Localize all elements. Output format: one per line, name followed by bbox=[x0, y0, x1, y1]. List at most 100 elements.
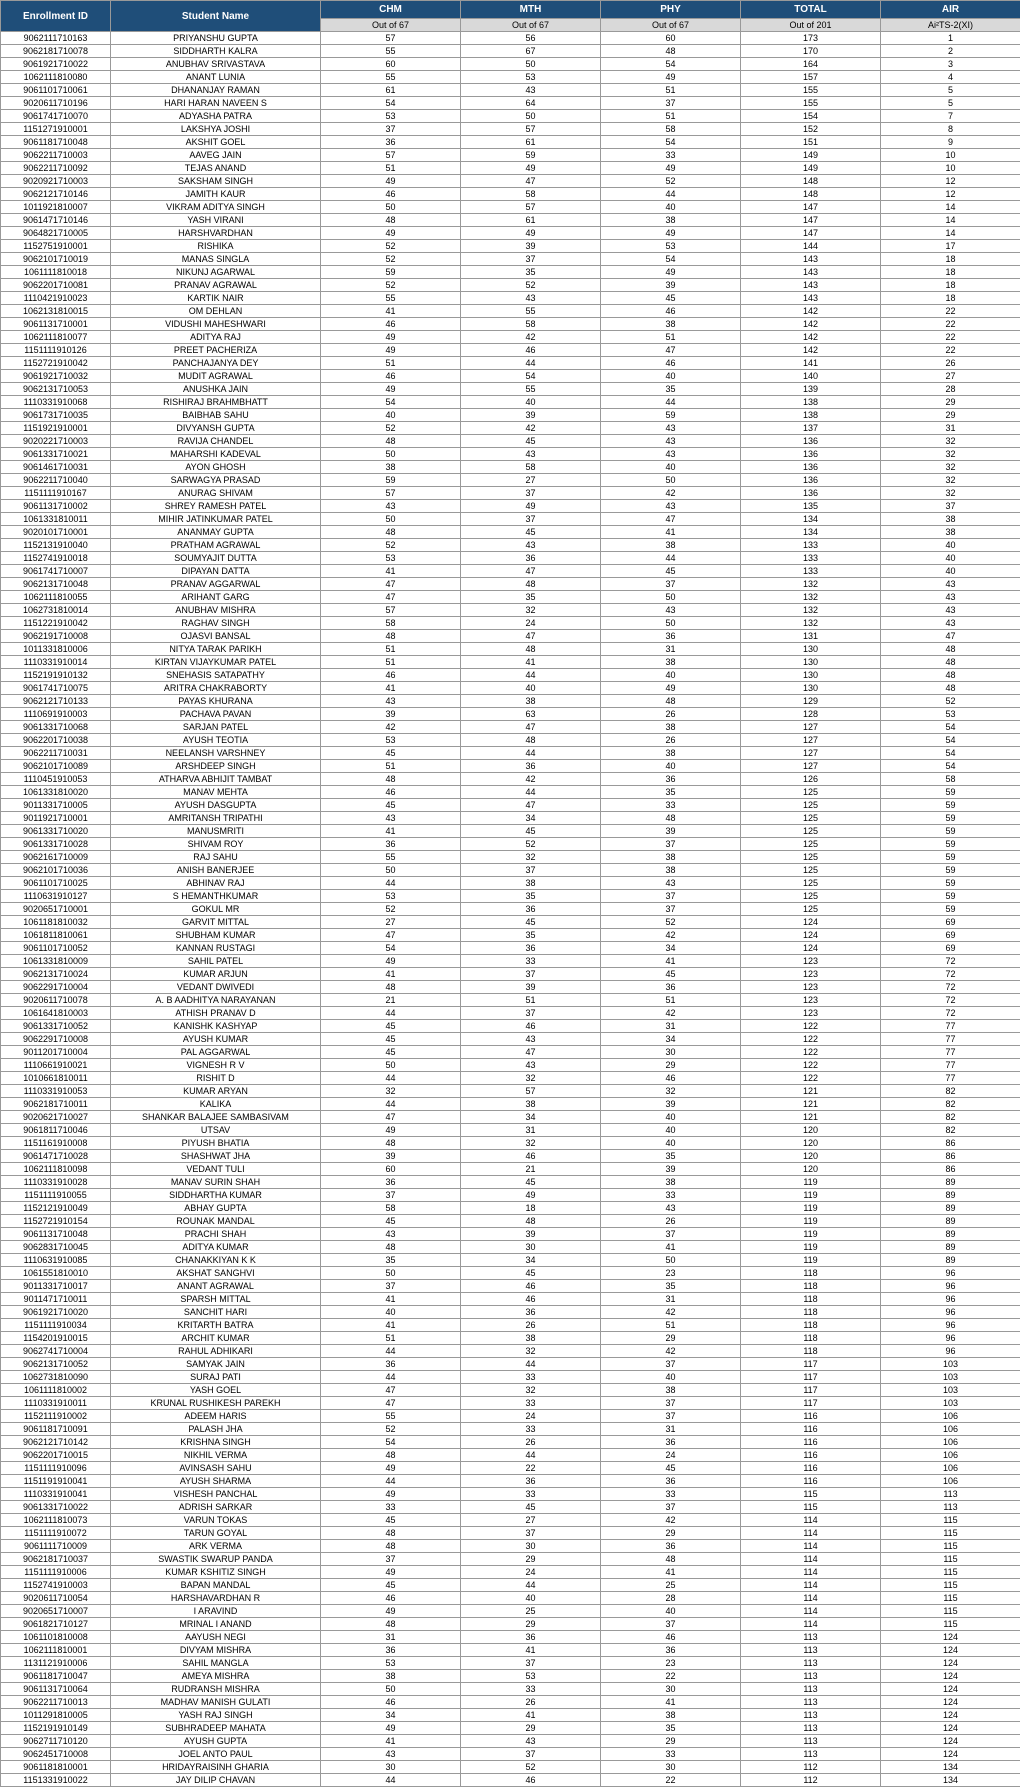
table-cell: 9061461710031 bbox=[1, 461, 111, 474]
table-cell: 1154201910015 bbox=[1, 1332, 111, 1345]
table-cell: 132 bbox=[741, 604, 881, 617]
table-cell: 46 bbox=[461, 1774, 601, 1787]
table-cell: 52 bbox=[321, 422, 461, 435]
table-cell: 117 bbox=[741, 1358, 881, 1371]
table-cell: 22 bbox=[881, 344, 1020, 357]
table-cell: SURAJ PATI bbox=[111, 1371, 321, 1384]
table-cell: 33 bbox=[461, 1371, 601, 1384]
table-cell: 39 bbox=[321, 708, 461, 721]
table-cell: PACHAVA PAVAN bbox=[111, 708, 321, 721]
table-cell: 32 bbox=[461, 851, 601, 864]
table-cell: 69 bbox=[881, 916, 1020, 929]
table-cell: 124 bbox=[741, 916, 881, 929]
student-scores-table: Enrollment ID Student Name CHM MTH PHY T… bbox=[0, 0, 1020, 1787]
table-cell: 38 bbox=[881, 513, 1020, 526]
table-cell: 33 bbox=[601, 1189, 741, 1202]
table-cell: ANURAG SHIVAM bbox=[111, 487, 321, 500]
table-cell: 36 bbox=[461, 903, 601, 916]
table-cell: 21 bbox=[461, 1163, 601, 1176]
table-cell: 112 bbox=[741, 1761, 881, 1774]
table-cell: 50 bbox=[461, 58, 601, 71]
table-cell: 52 bbox=[321, 539, 461, 552]
table-cell: 41 bbox=[601, 1696, 741, 1709]
table-row: 1152721910154ROUNAK MANDAL45482611989 bbox=[1, 1215, 1020, 1228]
table-row: 1110661910021VIGNESH R V50432912277 bbox=[1, 1059, 1020, 1072]
table-cell: 22 bbox=[601, 1774, 741, 1787]
table-cell: 24 bbox=[601, 1449, 741, 1462]
table-cell: 46 bbox=[601, 305, 741, 318]
table-cell: 9062111710163 bbox=[1, 32, 111, 45]
table-cell: 49 bbox=[321, 383, 461, 396]
table-cell: 35 bbox=[461, 591, 601, 604]
table-cell: 9061821710127 bbox=[1, 1618, 111, 1631]
table-cell: 1062731810014 bbox=[1, 604, 111, 617]
table-row: 9020651710001GOKUL MR52363712559 bbox=[1, 903, 1020, 916]
table-cell: 49 bbox=[321, 1566, 461, 1579]
table-cell: 114 bbox=[741, 1566, 881, 1579]
table-cell: 53 bbox=[321, 890, 461, 903]
table-cell: 58 bbox=[601, 123, 741, 136]
table-cell: ANUSHKA JAIN bbox=[111, 383, 321, 396]
table-cell: 9061181810001 bbox=[1, 1761, 111, 1774]
table-cell: 29 bbox=[461, 1722, 601, 1735]
table-cell: VIKRAM ADITYA SINGH bbox=[111, 201, 321, 214]
table-cell: ATHARVA ABHIJIT TAMBAT bbox=[111, 773, 321, 786]
table-row: 1152121910049ABHAY GUPTA58184311989 bbox=[1, 1202, 1020, 1215]
table-cell: 9062121710142 bbox=[1, 1436, 111, 1449]
table-cell: 47 bbox=[461, 175, 601, 188]
table-cell: 9061741710007 bbox=[1, 565, 111, 578]
table-row: 1110421910023KARTIK NAIR55434514318 bbox=[1, 292, 1020, 305]
table-cell: 37 bbox=[601, 838, 741, 851]
table-cell: 106 bbox=[881, 1410, 1020, 1423]
table-row: 9020611710196HARI HARAN NAVEEN S54643715… bbox=[1, 97, 1020, 110]
table-cell: 59 bbox=[881, 825, 1020, 838]
table-cell: 30 bbox=[601, 1761, 741, 1774]
table-cell: HRIDAYRAISINH GHARIA bbox=[111, 1761, 321, 1774]
table-cell: ANANT LUNIA bbox=[111, 71, 321, 84]
table-cell: 29 bbox=[601, 1059, 741, 1072]
table-cell: 40 bbox=[601, 370, 741, 383]
table-cell: NITYA TARAK PARIKH bbox=[111, 643, 321, 656]
table-cell: 51 bbox=[321, 1332, 461, 1345]
table-cell: 45 bbox=[321, 1514, 461, 1527]
table-cell: 9011331710017 bbox=[1, 1280, 111, 1293]
table-cell: 48 bbox=[601, 45, 741, 58]
table-cell: 44 bbox=[321, 1007, 461, 1020]
table-cell: HARSHVARDHAN bbox=[111, 227, 321, 240]
table-cell: 28 bbox=[601, 1592, 741, 1605]
table-cell: 32 bbox=[461, 1384, 601, 1397]
table-cell: 125 bbox=[741, 838, 881, 851]
table-cell: 9062181710011 bbox=[1, 1098, 111, 1111]
table-row: 1151111910006KUMAR KSHITIZ SINGH49244111… bbox=[1, 1566, 1020, 1579]
table-cell: 38 bbox=[461, 1332, 601, 1345]
table-row: 9020611710078A. B AADHITYA NARAYANAN2151… bbox=[1, 994, 1020, 1007]
table-cell: 37 bbox=[601, 1358, 741, 1371]
table-cell: 9061131710001 bbox=[1, 318, 111, 331]
table-cell: PRACHI SHAH bbox=[111, 1228, 321, 1241]
table-cell: 130 bbox=[741, 682, 881, 695]
table-cell: 9061131710002 bbox=[1, 500, 111, 513]
table-cell: 147 bbox=[741, 201, 881, 214]
table-cell: AVINSASH SAHU bbox=[111, 1462, 321, 1475]
table-row: 9062131710024KUMAR ARJUN41374512372 bbox=[1, 968, 1020, 981]
table-cell: 89 bbox=[881, 1215, 1020, 1228]
table-cell: 122 bbox=[741, 1033, 881, 1046]
table-cell: 48 bbox=[321, 526, 461, 539]
table-row: 1061111810002YASH GOEL473238117103 bbox=[1, 1384, 1020, 1397]
table-cell: 48 bbox=[321, 630, 461, 643]
table-cell: 9062211710003 bbox=[1, 149, 111, 162]
table-row: 1061331810009SAHIL PATEL49334112372 bbox=[1, 955, 1020, 968]
table-row: 9062111710163PRIYANSHU GUPTA5756601731 bbox=[1, 32, 1020, 45]
table-cell: 42 bbox=[461, 422, 601, 435]
table-cell: 89 bbox=[881, 1241, 1020, 1254]
table-cell: 9062131710053 bbox=[1, 383, 111, 396]
table-cell: 1062111810080 bbox=[1, 71, 111, 84]
table-cell: 47 bbox=[321, 578, 461, 591]
table-cell: 48 bbox=[321, 773, 461, 786]
table-cell: 37 bbox=[461, 864, 601, 877]
table-cell: 12 bbox=[881, 175, 1020, 188]
table-cell: 1152721910042 bbox=[1, 357, 111, 370]
table-cell: 112 bbox=[741, 1774, 881, 1787]
table-cell: 43 bbox=[321, 695, 461, 708]
header-mth: MTH bbox=[461, 1, 601, 19]
